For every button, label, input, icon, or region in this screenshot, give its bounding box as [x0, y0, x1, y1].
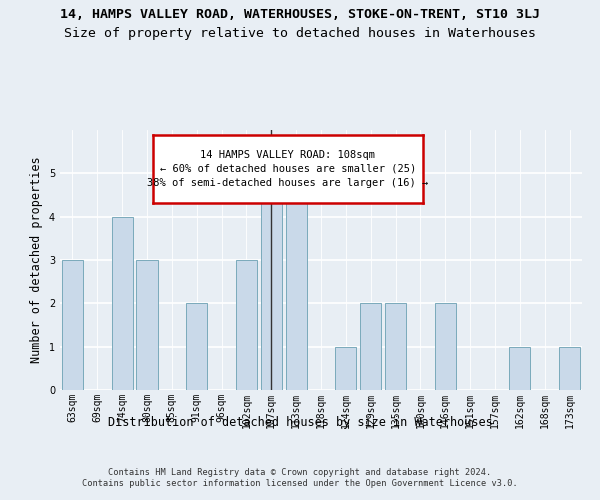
Bar: [62, 260, 83, 390]
Bar: [186, 304, 207, 390]
Text: 14, HAMPS VALLEY ROAD, WATERHOUSES, STOKE-ON-TRENT, ST10 3LJ: 14, HAMPS VALLEY ROAD, WATERHOUSES, STOK…: [60, 8, 540, 20]
Bar: [509, 346, 530, 390]
Bar: [360, 304, 381, 390]
Bar: [136, 260, 158, 390]
Bar: [435, 304, 456, 390]
Text: Contains HM Land Registry data © Crown copyright and database right 2024.
Contai: Contains HM Land Registry data © Crown c…: [82, 468, 518, 487]
Bar: [236, 260, 257, 390]
Text: Size of property relative to detached houses in Waterhouses: Size of property relative to detached ho…: [64, 28, 536, 40]
Bar: [112, 216, 133, 390]
Bar: [559, 346, 580, 390]
Text: 14 HAMPS VALLEY ROAD: 108sqm
← 60% of detached houses are smaller (25)
38% of se: 14 HAMPS VALLEY ROAD: 108sqm ← 60% of de…: [148, 150, 428, 188]
Text: Distribution of detached houses by size in Waterhouses: Distribution of detached houses by size …: [107, 416, 493, 429]
Bar: [261, 174, 282, 390]
Bar: [335, 346, 356, 390]
Y-axis label: Number of detached properties: Number of detached properties: [31, 156, 43, 364]
Bar: [286, 174, 307, 390]
Bar: [385, 304, 406, 390]
